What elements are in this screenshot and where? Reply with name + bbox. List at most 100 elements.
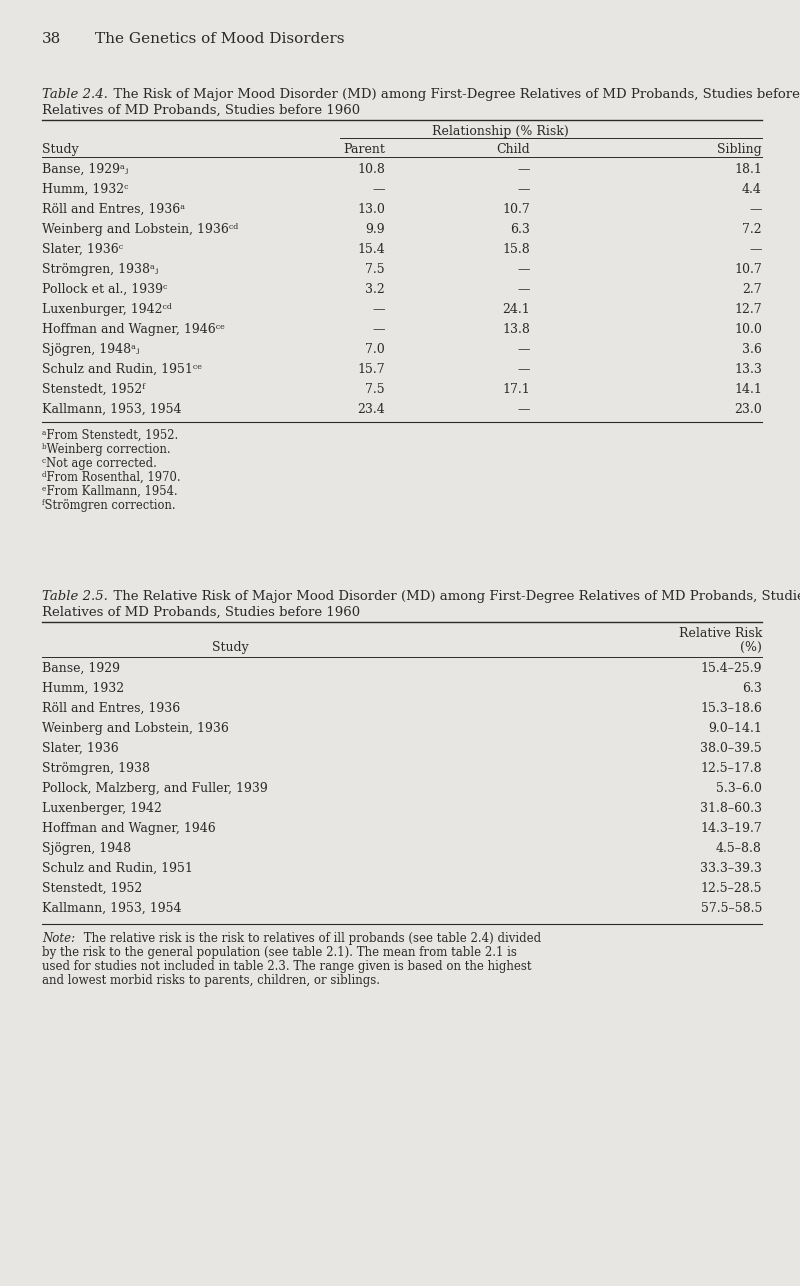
Text: 38.0–39.5: 38.0–39.5	[700, 742, 762, 755]
Text: Sibling: Sibling	[718, 143, 762, 156]
Text: ᶠStrömgren correction.: ᶠStrömgren correction.	[42, 499, 176, 512]
Text: 9.0–14.1: 9.0–14.1	[708, 721, 762, 736]
Text: 18.1: 18.1	[734, 163, 762, 176]
Text: 15.8: 15.8	[502, 243, 530, 256]
Text: Study: Study	[42, 143, 78, 156]
Text: Relatives of MD Probands, Studies before 1960: Relatives of MD Probands, Studies before…	[42, 104, 360, 117]
Text: Slater, 1936: Slater, 1936	[42, 742, 118, 755]
Text: 33.3–39.3: 33.3–39.3	[700, 862, 762, 874]
Text: 7.5: 7.5	[366, 264, 385, 276]
Text: —: —	[373, 303, 385, 316]
Text: 12.5–28.5: 12.5–28.5	[701, 882, 762, 895]
Text: The Relative Risk of Major Mood Disorder (MD) among First-Degree Relatives of MD: The Relative Risk of Major Mood Disorder…	[105, 590, 800, 603]
Text: Pollock, Malzberg, and Fuller, 1939: Pollock, Malzberg, and Fuller, 1939	[42, 782, 268, 795]
Text: 15.7: 15.7	[358, 363, 385, 376]
Text: 3.6: 3.6	[742, 343, 762, 356]
Text: 24.1: 24.1	[502, 303, 530, 316]
Text: Weinberg and Lobstein, 1936: Weinberg and Lobstein, 1936	[42, 721, 229, 736]
Text: 4.4: 4.4	[742, 183, 762, 195]
Text: —: —	[373, 183, 385, 195]
Text: Humm, 1932ᶜ: Humm, 1932ᶜ	[42, 183, 129, 195]
Text: 7.0: 7.0	[366, 343, 385, 356]
Text: Relative Risk: Relative Risk	[678, 628, 762, 640]
Text: 4.5–8.8: 4.5–8.8	[716, 842, 762, 855]
Text: 14.3–19.7: 14.3–19.7	[700, 822, 762, 835]
Text: Luxenburger, 1942ᶜᵈ: Luxenburger, 1942ᶜᵈ	[42, 303, 172, 316]
Text: Relatives of MD Probands, Studies before 1960: Relatives of MD Probands, Studies before…	[42, 606, 360, 619]
Text: Strömgren, 1938ᵃⱼ: Strömgren, 1938ᵃⱼ	[42, 264, 158, 276]
Text: Parent: Parent	[343, 143, 385, 156]
Text: Luxenberger, 1942: Luxenberger, 1942	[42, 802, 162, 815]
Text: Pollock et al., 1939ᶜ: Pollock et al., 1939ᶜ	[42, 283, 167, 296]
Text: Study: Study	[212, 640, 248, 655]
Text: 12.5–17.8: 12.5–17.8	[700, 763, 762, 775]
Text: Strömgren, 1938: Strömgren, 1938	[42, 763, 150, 775]
Text: 13.0: 13.0	[357, 203, 385, 216]
Text: 6.3: 6.3	[510, 222, 530, 237]
Text: —: —	[750, 203, 762, 216]
Text: 13.8: 13.8	[502, 323, 530, 336]
Text: 3.2: 3.2	[366, 283, 385, 296]
Text: Kallmann, 1953, 1954: Kallmann, 1953, 1954	[42, 403, 182, 415]
Text: Schulz and Rudin, 1951: Schulz and Rudin, 1951	[42, 862, 193, 874]
Text: The Genetics of Mood Disorders: The Genetics of Mood Disorders	[95, 32, 345, 46]
Text: 13.3: 13.3	[734, 363, 762, 376]
Text: by the risk to the general population (see table 2.1). The mean from table 2.1 i: by the risk to the general population (s…	[42, 946, 517, 959]
Text: Stenstedt, 1952: Stenstedt, 1952	[42, 882, 142, 895]
Text: 31.8–60.3: 31.8–60.3	[700, 802, 762, 815]
Text: 6.3: 6.3	[742, 682, 762, 694]
Text: 10.7: 10.7	[734, 264, 762, 276]
Text: 23.0: 23.0	[734, 403, 762, 415]
Text: Slater, 1936ᶜ: Slater, 1936ᶜ	[42, 243, 123, 256]
Text: —: —	[518, 283, 530, 296]
Text: Note:: Note:	[42, 932, 75, 945]
Text: Sjögren, 1948ᵃⱼ: Sjögren, 1948ᵃⱼ	[42, 343, 139, 356]
Text: —: —	[373, 323, 385, 336]
Text: 10.7: 10.7	[502, 203, 530, 216]
Text: ᵃFrom Stenstedt, 1952.: ᵃFrom Stenstedt, 1952.	[42, 430, 178, 442]
Text: 10.8: 10.8	[357, 163, 385, 176]
Text: 23.4: 23.4	[358, 403, 385, 415]
Text: —: —	[518, 363, 530, 376]
Text: ᵈFrom Rosenthal, 1970.: ᵈFrom Rosenthal, 1970.	[42, 471, 181, 484]
Text: The Risk of Major Mood Disorder (MD) among First-Degree Relatives of MD Probands: The Risk of Major Mood Disorder (MD) amo…	[105, 87, 800, 102]
Text: Schulz and Rudin, 1951ᶜᵉ: Schulz and Rudin, 1951ᶜᵉ	[42, 363, 202, 376]
Text: —: —	[518, 264, 530, 276]
Text: 15.3–18.6: 15.3–18.6	[700, 702, 762, 715]
Text: used for studies not included in table 2.3. The range given is based on the high: used for studies not included in table 2…	[42, 961, 531, 974]
Text: Kallmann, 1953, 1954: Kallmann, 1953, 1954	[42, 901, 182, 916]
Text: 15.4–25.9: 15.4–25.9	[701, 662, 762, 675]
Text: 57.5–58.5: 57.5–58.5	[701, 901, 762, 916]
Text: Banse, 1929ᵃⱼ: Banse, 1929ᵃⱼ	[42, 163, 128, 176]
Text: and lowest morbid risks to parents, children, or siblings.: and lowest morbid risks to parents, chil…	[42, 974, 380, 986]
Text: —: —	[518, 403, 530, 415]
Text: —: —	[750, 243, 762, 256]
Text: Relationship (% Risk): Relationship (% Risk)	[432, 125, 568, 138]
Text: ᵇWeinberg correction.: ᵇWeinberg correction.	[42, 442, 170, 457]
Text: 38: 38	[42, 32, 62, 46]
Text: Humm, 1932: Humm, 1932	[42, 682, 124, 694]
Text: 15.4: 15.4	[358, 243, 385, 256]
Text: Röll and Entres, 1936ᵃ: Röll and Entres, 1936ᵃ	[42, 203, 185, 216]
Text: (%): (%)	[740, 640, 762, 655]
Text: Röll and Entres, 1936: Röll and Entres, 1936	[42, 702, 180, 715]
Text: 7.2: 7.2	[742, 222, 762, 237]
Text: 17.1: 17.1	[502, 383, 530, 396]
Text: 14.1: 14.1	[734, 383, 762, 396]
Text: Sjögren, 1948: Sjögren, 1948	[42, 842, 131, 855]
Text: Table 2.5.: Table 2.5.	[42, 590, 108, 603]
Text: The relative risk is the risk to relatives of ill probands (see table 2.4) divid: The relative risk is the risk to relativ…	[80, 932, 541, 945]
Text: 10.0: 10.0	[734, 323, 762, 336]
Text: ᵉFrom Kallmann, 1954.: ᵉFrom Kallmann, 1954.	[42, 485, 178, 498]
Text: —: —	[518, 163, 530, 176]
Text: ᶜNot age corrected.: ᶜNot age corrected.	[42, 457, 157, 469]
Text: 7.5: 7.5	[366, 383, 385, 396]
Text: Hoffman and Wagner, 1946: Hoffman and Wagner, 1946	[42, 822, 216, 835]
Text: Hoffman and Wagner, 1946ᶜᵉ: Hoffman and Wagner, 1946ᶜᵉ	[42, 323, 225, 336]
Text: 5.3–6.0: 5.3–6.0	[716, 782, 762, 795]
Text: —: —	[518, 343, 530, 356]
Text: Stenstedt, 1952ᶠ: Stenstedt, 1952ᶠ	[42, 383, 145, 396]
Text: Weinberg and Lobstein, 1936ᶜᵈ: Weinberg and Lobstein, 1936ᶜᵈ	[42, 222, 238, 237]
Text: 12.7: 12.7	[734, 303, 762, 316]
Text: Banse, 1929: Banse, 1929	[42, 662, 120, 675]
